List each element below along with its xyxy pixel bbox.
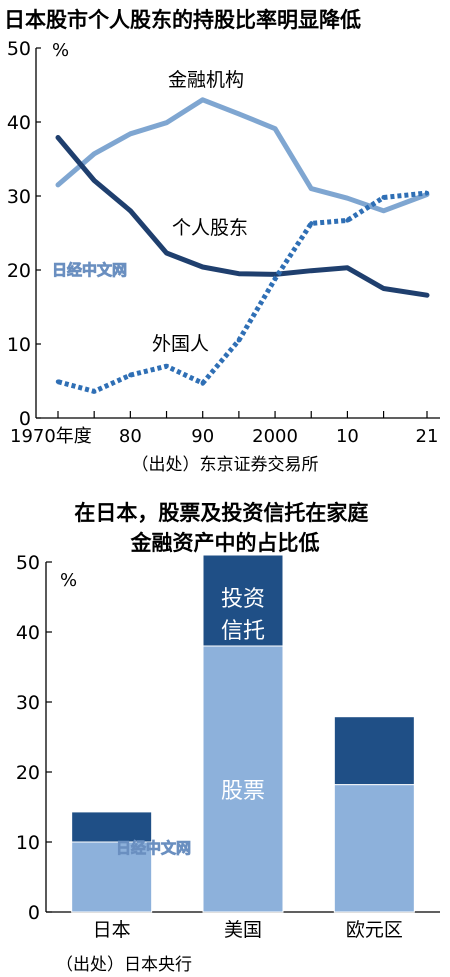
bar-chart-y-tick-label: 50 bbox=[16, 552, 40, 574]
bar-chart-y-tick-label: 40 bbox=[16, 622, 40, 644]
bar-chart-axes: 0 10 20 30 40 50% 日本 美国 欧元区 bbox=[16, 552, 440, 941]
watermark-1: 日经中文网 bbox=[52, 261, 127, 279]
line-point-外国人 bbox=[200, 381, 205, 386]
line-point-金融机构 bbox=[272, 126, 278, 131]
line-point-外国人 bbox=[309, 221, 314, 226]
line-point-个人股东 bbox=[345, 265, 350, 270]
bar-chart-category-label: 欧元区 bbox=[346, 919, 403, 941]
bar-日本-股票 bbox=[71, 841, 153, 913]
bar-欧元区-股票 bbox=[333, 784, 415, 913]
bar-日本-投资信托 bbox=[71, 811, 153, 843]
bar-chart-y-tick-label: 20 bbox=[16, 762, 40, 784]
line-point-个人股东 bbox=[91, 178, 97, 183]
line-series-label-个人股东: 个人股东 bbox=[172, 217, 248, 239]
line-chart-x-tick-label: 21 bbox=[416, 426, 439, 447]
line-chart-y-tick-label: 20 bbox=[7, 260, 31, 282]
line-point-外国人 bbox=[381, 195, 386, 200]
line-chart-y-tick-label: 30 bbox=[7, 186, 31, 208]
bar-segment-label-fund-line-1: 投资 bbox=[221, 587, 265, 612]
bar-chart-title-line-1: 在日本，股票及投资信托在家庭 bbox=[74, 501, 368, 525]
line-chart-x-tick-label: 1970年度 bbox=[10, 426, 92, 447]
line-point-个人股东 bbox=[164, 250, 169, 256]
bar-chart-source: （出处）日本央行 bbox=[56, 955, 192, 975]
line-point-个人股东 bbox=[200, 264, 205, 270]
line-point-个人股东 bbox=[309, 268, 314, 273]
line-point-个人股东 bbox=[236, 271, 242, 276]
line-point-个人股东 bbox=[424, 292, 430, 298]
line-point-金融机构 bbox=[309, 186, 314, 191]
line-point-外国人 bbox=[91, 389, 97, 394]
line-chart: 日本股市个人股东的持股比率明显降低 0 10 20 30 40 50 % 1970年度 80 90… bbox=[4, 8, 440, 475]
line-series-label-外国人: 外国人 bbox=[152, 333, 209, 355]
line-point-金融机构 bbox=[345, 196, 350, 201]
bar-美国-投资信托 bbox=[202, 554, 284, 647]
line-chart-unit-label: % bbox=[52, 40, 69, 61]
line-point-外国人 bbox=[236, 338, 242, 343]
line-chart-y-tick-label: 10 bbox=[7, 334, 31, 356]
line-chart-x-tick-label: 2000 bbox=[252, 426, 298, 447]
line-point-个人股东 bbox=[55, 135, 61, 140]
line-chart-x-tick-label: 90 bbox=[191, 426, 214, 447]
bar-chart-category-label: 日本 bbox=[93, 919, 131, 941]
bar-美国-股票 bbox=[202, 645, 284, 913]
line-point-个人股东 bbox=[128, 208, 133, 213]
line-chart-y-tick-label: 0 bbox=[19, 408, 31, 430]
line-series-label-金融机构: 金融机构 bbox=[168, 69, 244, 91]
line-chart-source: （出处）东京证券交易所 bbox=[132, 455, 319, 475]
bar-segment-label-stock: 股票 bbox=[221, 779, 265, 804]
line-chart-x-tick-label: 10 bbox=[336, 426, 359, 447]
line-point-外国人 bbox=[424, 190, 430, 196]
line-point-金融机构 bbox=[55, 182, 61, 188]
bar-segment-label-fund-line-2: 信托 bbox=[221, 619, 265, 644]
line-point-外国人 bbox=[272, 276, 278, 282]
line-point-金融机构 bbox=[91, 151, 97, 157]
bar-chart-title: 在日本，股票及投资信托在家庭 金融资产中的占比低 bbox=[74, 501, 375, 555]
line-point-外国人 bbox=[345, 218, 350, 223]
line-point-金融机构 bbox=[200, 97, 205, 103]
bar-chart-y-tick-label: 0 bbox=[28, 902, 40, 924]
line-point-外国人 bbox=[164, 364, 169, 369]
bar-chart-y-tick-label: 30 bbox=[16, 692, 40, 714]
line-point-个人股东 bbox=[272, 272, 278, 277]
line-chart-title: 日本股市个人股东的持股比率明显降低 bbox=[4, 8, 361, 32]
bar-chart-y-tick-label: 10 bbox=[16, 832, 40, 854]
line-chart-x-tick-label: 80 bbox=[119, 426, 142, 447]
bar-chart-title-line-2: 金融资产中的占比低 bbox=[130, 531, 320, 555]
line-chart-y-tick-label: 40 bbox=[7, 112, 31, 134]
line-point-金融机构 bbox=[236, 111, 242, 117]
bar-chart: 在日本，股票及投资信托在家庭 金融资产中的占比低 0 10 20 30 40 50% 日本 美… bbox=[16, 501, 440, 975]
bar-chart-unit-label: % bbox=[60, 570, 77, 591]
line-point-金融机构 bbox=[381, 208, 386, 213]
line-point-外国人 bbox=[128, 372, 133, 378]
watermark-2: 日经中文网 bbox=[116, 839, 191, 857]
line-point-金融机构 bbox=[128, 131, 133, 137]
line-point-个人股东 bbox=[381, 286, 386, 291]
line-chart-y-tick-label: 50 bbox=[7, 38, 31, 60]
line-chart-axes: 0 10 20 30 40 50 % 1970年度 80 90 2000 10 21 bbox=[7, 38, 440, 447]
line-point-金融机构 bbox=[164, 120, 169, 125]
line-point-外国人 bbox=[55, 379, 61, 384]
bar-chart-category-label: 美国 bbox=[224, 919, 262, 941]
bar-欧元区-投资信托 bbox=[333, 716, 415, 786]
